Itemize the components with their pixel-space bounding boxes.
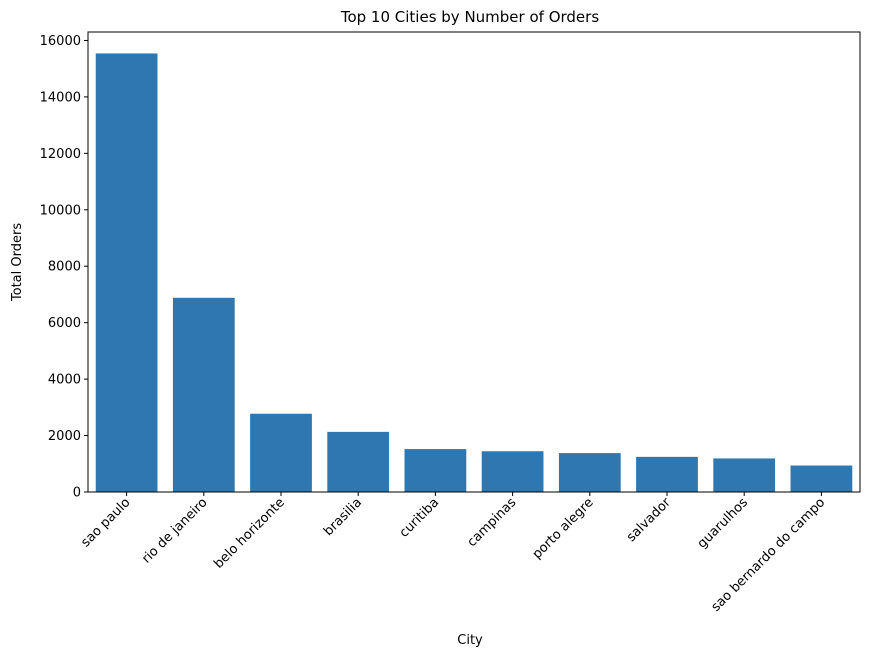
bar-1 <box>172 297 235 492</box>
y-tick-label: 6000 <box>48 316 81 331</box>
plot-frame <box>87 31 861 493</box>
bar-2 <box>250 413 312 492</box>
y-tick-label: 2000 <box>48 429 81 444</box>
x-tick-label: brasilia <box>321 495 365 539</box>
x-tick-label: rio de janeiro <box>139 495 210 566</box>
chart-title: Top 10 Cities by Number of Orders <box>340 8 599 26</box>
bar-3 <box>327 431 390 492</box>
x-tick-label: belo horizonte <box>211 495 288 572</box>
bar-8 <box>713 458 776 492</box>
y-tick-label: 10000 <box>40 203 81 218</box>
x-tick-label: salvador <box>624 495 674 545</box>
y-tick-label: 14000 <box>40 90 81 105</box>
bar-5 <box>481 451 544 492</box>
y-tick-label: 16000 <box>40 34 81 49</box>
y-axis: 0 2000 4000 6000 8000 10000 12000 14000 16000 <box>40 34 88 501</box>
x-axis: sao paulo rio de janeiro belo horizonte bra… <box>78 492 828 615</box>
y-tick-label: 0 <box>73 486 81 501</box>
bars-group <box>95 53 853 493</box>
y-tick-label: 12000 <box>40 147 81 162</box>
bar-9 <box>790 465 853 492</box>
x-axis-label: City <box>457 633 483 648</box>
x-tick-label: guarulhos <box>695 495 751 551</box>
x-tick-label: porto alegre <box>530 495 597 562</box>
bar-4 <box>404 449 467 492</box>
x-tick-label: curitiba <box>397 495 442 540</box>
bar-7 <box>636 456 698 492</box>
y-tick-label: 8000 <box>48 260 81 275</box>
x-tick-label: campinas <box>465 495 520 550</box>
y-tick-label: 4000 <box>48 373 81 388</box>
bar-6 <box>558 453 621 492</box>
x-tick-label: sao paulo <box>78 495 133 550</box>
y-axis-label: Total Orders <box>10 223 25 302</box>
bar-0 <box>95 53 158 493</box>
